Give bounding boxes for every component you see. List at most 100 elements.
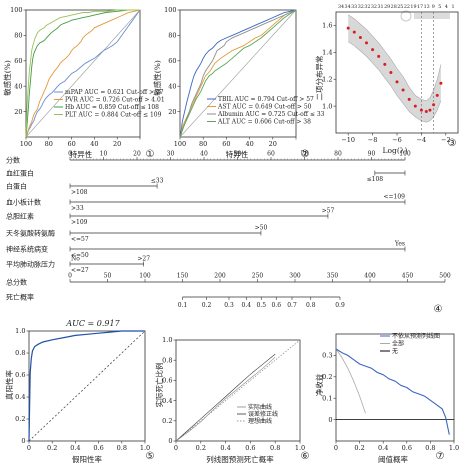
p3-top-tick-label: 4	[445, 4, 448, 10]
p7-ytick-label: 0.1	[322, 394, 332, 402]
p1-series-0-line	[25, 9, 141, 138]
p3-xtick-label: −4	[417, 136, 427, 144]
p1-series-3-line	[25, 9, 140, 138]
p1-legend-label: Hb AUC = 0.859 Cut-off ≤ 108	[65, 104, 159, 111]
nomogram-variable-annotation: >108	[71, 189, 88, 196]
panel-nomogram: ④ 分数 0 10 20 30 40 50 60 70 80 90 100 血红蛋白 ≤108 白蛋白 >10…	[6, 151, 451, 316]
panel-decision-curve: 净收益 阈值概率 ⑦ 0 0.2 0.4 0.6 0.8 1.0 0 0.1 0.2 0.3 不依从…	[314, 332, 459, 464]
p1-ytick-label: 80	[14, 32, 22, 40]
p7-xtick-label: 0.2	[354, 444, 364, 452]
nomogram-scale-tick-label: 60	[267, 151, 275, 158]
p3-cv-point	[377, 54, 381, 58]
p3-cv-point	[371, 48, 375, 52]
nomogram-probability-tick-label: 0.2	[202, 302, 212, 309]
nomogram-probability-tick-label: 0.9	[335, 302, 345, 309]
p3-ytick-label: 1.4	[322, 49, 332, 57]
panel-lasso-cv: 二项分布异常 Log(λ) ③ −10 −8 −6 −4 −2 1.0 1.2 1.4 1.6 3…	[314, 4, 459, 155]
nomogram-row-label: 天冬氨酸转氨酶	[6, 229, 55, 238]
nomogram-variable-annotation: <=109	[383, 194, 405, 201]
p7-nomogram-line	[335, 348, 450, 435]
p3-top-tick-label: 25	[397, 4, 403, 10]
p7-xlabel: 阈值概率	[378, 454, 408, 464]
p5-ytick-label: 0.4	[15, 393, 25, 401]
p3-top-tick-label: 1	[451, 4, 454, 10]
p1-ytick-label: 20	[14, 108, 22, 116]
p7-badge: ⑦	[436, 451, 445, 462]
p1-ylabel: 敏感性(%)	[2, 60, 12, 96]
nomogram-variable-annotation: <=50	[71, 252, 89, 259]
nomogram-scale-tick-label: 40	[200, 151, 208, 158]
nomogram-variable-annotation: >109	[71, 219, 88, 226]
p3-top-tick-label: 5	[438, 4, 441, 10]
nomogram-variable-annotation: Yes	[394, 241, 405, 248]
p3-badge: ③	[448, 138, 457, 149]
p6-legend-label: 实际曲线	[248, 403, 272, 411]
nomogram-scale-tick-label: 350	[327, 273, 339, 280]
nomogram-scale-tick-label: 100	[399, 151, 411, 158]
p5-roc-curve	[28, 330, 145, 442]
p6-bias-corrected-line	[175, 353, 276, 442]
p3-top-tick-label: 22	[404, 4, 410, 10]
p5-xtick-label: 0.2	[47, 444, 57, 452]
p3-cv-point	[432, 103, 436, 107]
p5-ytick-label: 0.8	[15, 349, 25, 357]
p2-xtick-label: 20	[269, 140, 277, 148]
p7-xtick-label: 0.6	[402, 444, 412, 452]
p3-cv-point	[358, 36, 362, 40]
nomogram-row-label: 血红蛋白	[6, 169, 34, 178]
p1-series-2-line	[25, 9, 140, 138]
p1-ytick-label: 40	[14, 82, 22, 90]
p6-xtick-label: 0.4	[220, 444, 230, 452]
p6-ytick-label: 0.4	[162, 397, 172, 405]
p3-cv-point	[419, 108, 423, 112]
p3-top-tick-label: 32	[364, 4, 370, 10]
p7-legend-label: 无	[392, 348, 398, 355]
p7-axes-frame	[335, 333, 455, 442]
p5-xtick-label: 1.0	[140, 444, 150, 452]
p5-axes-frame	[28, 330, 146, 442]
p2-badge: ②	[301, 149, 310, 160]
nomogram-row-label: 血小板计数	[6, 198, 41, 207]
nomogram-scale-tick-label: 300	[289, 273, 301, 280]
p3-cv-point	[389, 71, 393, 74]
p3-top-tick-label: 28	[391, 4, 397, 10]
panel-roc-liver: 敏感性(%) 特异性 ② 100 80 60 40 20 20 40 60 80 100 TBIL …	[152, 6, 325, 160]
nomogram-scale-tick-label: 500	[439, 273, 451, 280]
p2-legend-label: Albumin AUC = 0.725 Cut-off ≤ 33	[217, 111, 325, 118]
nomogram-probability-tick-label: 0.8	[306, 302, 316, 309]
nomogram-scale-tick-label: 100	[139, 273, 151, 280]
p3-top-tick-label: 19	[410, 4, 416, 10]
p3-xlabel: Log(λ)	[383, 146, 408, 155]
nomogram-scale-tick-label: 50	[234, 151, 242, 158]
panel-roc-hemodynamic: 敏感性(%) 特异性 ① 100 80 60 40 2020406080100mPAP …	[2, 6, 165, 160]
p3-ytick-label: 1.0	[322, 102, 332, 110]
nomogram-scale-tick-label: 80	[334, 151, 342, 158]
nomogram-scale-tick-label: 200	[214, 273, 226, 280]
p1-xtick-label: 80	[45, 140, 53, 148]
p3-top-tick-label: 29	[384, 4, 390, 10]
p3-cv-point	[346, 26, 350, 30]
p1-xtick-label: 100	[20, 140, 32, 148]
nomogram-variable-annotation: >50	[255, 225, 268, 232]
p6-ytick-label: 0	[168, 437, 172, 445]
nomogram-probability-tick-label: 0.6	[271, 302, 281, 309]
p3-top-tick-label: 34	[338, 4, 344, 10]
p2-xlabel: 特异性	[226, 149, 249, 159]
p3-top-tick-label: 13	[424, 4, 430, 10]
p6-xlabel: 列线图预测死亡概率	[206, 454, 274, 464]
p3-lower-bound-line	[348, 41, 442, 123]
p6-xtick-label: 0.2	[196, 444, 206, 452]
nomogram-row-label: 分数	[6, 156, 20, 165]
nomogram-row-label: 白蛋白	[6, 182, 27, 191]
p5-title: AUC = 0.917	[65, 319, 120, 328]
p3-upper-bound-line	[348, 14, 442, 102]
p1-legend-label: mPAP AUC = 0.621 Cut-off > 27	[65, 89, 164, 96]
p1-badge: ①	[146, 149, 155, 160]
nomogram-row-label: 平均肺动脉压力	[6, 260, 55, 269]
p5-ylabel: 真阳性率	[4, 370, 14, 400]
p2-ytick-label: 60	[168, 57, 176, 65]
p5-badge: ⑤	[146, 451, 155, 462]
p3-cv-point	[424, 109, 428, 113]
p6-ideal-line	[175, 339, 301, 442]
